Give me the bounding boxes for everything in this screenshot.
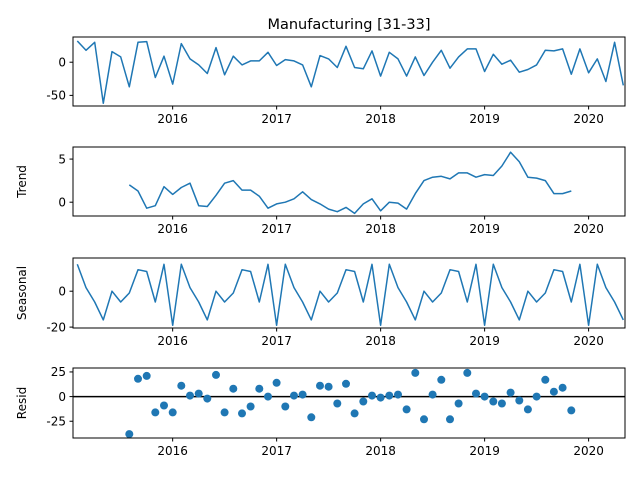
plot-frame (72, 257, 626, 329)
x-tick-label: 2018 (365, 334, 396, 348)
y-tick-label: 5 (58, 152, 66, 166)
resid-point (203, 394, 212, 403)
series-line (76, 40, 625, 105)
resid-point (142, 371, 151, 380)
resid-point (428, 390, 437, 399)
y-axis-label: Resid (15, 387, 29, 419)
resid-point (567, 406, 576, 415)
resid-point (437, 375, 446, 384)
resid-point (316, 381, 324, 390)
x-tick-label: 2018 (365, 444, 396, 458)
chart-title: Manufacturing [31-33] (267, 17, 430, 33)
resid-point (212, 370, 220, 379)
x-tick-label: 2017 (261, 444, 292, 458)
y-axis-label: Trend (15, 165, 29, 199)
resid-point (168, 408, 177, 417)
y-tick-label: 0 (58, 390, 66, 404)
x-tick-label: 2017 (261, 334, 292, 348)
resid-point (472, 389, 480, 398)
resid-point (541, 375, 550, 384)
resid-point (359, 397, 368, 406)
resid-point (420, 415, 428, 424)
resid-point (506, 388, 515, 397)
resid-point (264, 392, 272, 401)
resid-point (523, 405, 532, 414)
x-tick-label: 2020 (573, 222, 604, 236)
resid-point (515, 396, 524, 405)
series-line (128, 151, 572, 215)
resid-point (463, 368, 472, 377)
resid-point (220, 408, 229, 417)
resid-point (125, 430, 134, 438)
panel-2: Seasonal 0 -20 2016 2017 2018 2019 2020 (15, 257, 626, 348)
y-tick-label: -25 (46, 415, 66, 429)
x-tick-label: 2016 (157, 444, 188, 458)
plot-frame (72, 36, 626, 107)
x-tick-label: 2018 (365, 222, 396, 236)
resid-point (532, 392, 541, 401)
y-tick-label: 0 (58, 285, 66, 299)
x-tick-label: 2016 (157, 112, 188, 126)
resid-point (402, 405, 411, 414)
resid-point (350, 409, 359, 418)
resid-point (290, 391, 298, 400)
resid-point (558, 383, 567, 392)
resid-point (385, 391, 394, 400)
y-tick-label: -20 (46, 320, 66, 334)
resid-point (229, 384, 238, 393)
resid-point (281, 402, 290, 411)
x-tick-label: 2016 (157, 222, 188, 236)
resid-point (307, 413, 316, 422)
x-tick-label: 2017 (261, 222, 292, 236)
x-tick-label: 2020 (573, 444, 604, 458)
panel-0: Manufacturing [31-33] 0 -50 2016 2017 2018 201… (46, 17, 626, 126)
panel-3: Resid 25 0 -25 2016 2017 2018 2019 2020 (15, 365, 626, 458)
resid-point (376, 393, 385, 402)
resid-point (454, 399, 463, 408)
resid-point (368, 391, 376, 400)
resid-point (446, 415, 454, 424)
resid-point (549, 387, 558, 396)
x-tick-label: 2019 (469, 222, 500, 236)
x-tick-label: 2019 (469, 112, 500, 126)
x-tick-label: 2020 (573, 334, 604, 348)
resid-point (489, 397, 498, 406)
resid-point (177, 381, 186, 390)
resid-point (480, 392, 489, 401)
y-tick-label: -50 (46, 89, 66, 103)
resid-point (238, 409, 246, 418)
resid-point (411, 368, 420, 377)
resid-point (324, 382, 333, 391)
y-tick-label: 25 (51, 365, 66, 379)
x-tick-label: 2017 (261, 112, 292, 126)
x-tick-label: 2020 (573, 112, 604, 126)
resid-point (333, 399, 342, 408)
resid-point (246, 402, 255, 411)
resid-point (134, 374, 142, 383)
x-tick-label: 2019 (469, 444, 500, 458)
panel-1: Trend 5 0 2016 2017 2018 2019 2020 (15, 146, 626, 236)
resid-point (255, 384, 264, 393)
resid-point (394, 390, 402, 399)
x-tick-label: 2016 (157, 334, 188, 348)
resid-point (497, 399, 506, 408)
series-line (76, 263, 624, 327)
plot-frame (72, 367, 626, 439)
y-tick-label: 0 (58, 56, 66, 70)
resid-point (186, 391, 194, 400)
y-axis-label: Seasonal (15, 266, 29, 320)
resid-point (272, 378, 281, 387)
y-tick-label: 0 (58, 196, 66, 210)
x-tick-label: 2019 (469, 334, 500, 348)
resid-point (194, 389, 203, 398)
resid-point (160, 401, 168, 410)
resid-point (151, 408, 160, 417)
resid-point (342, 379, 350, 388)
resid-point (298, 390, 307, 399)
plot-frame (72, 146, 626, 217)
x-tick-label: 2018 (365, 112, 396, 126)
